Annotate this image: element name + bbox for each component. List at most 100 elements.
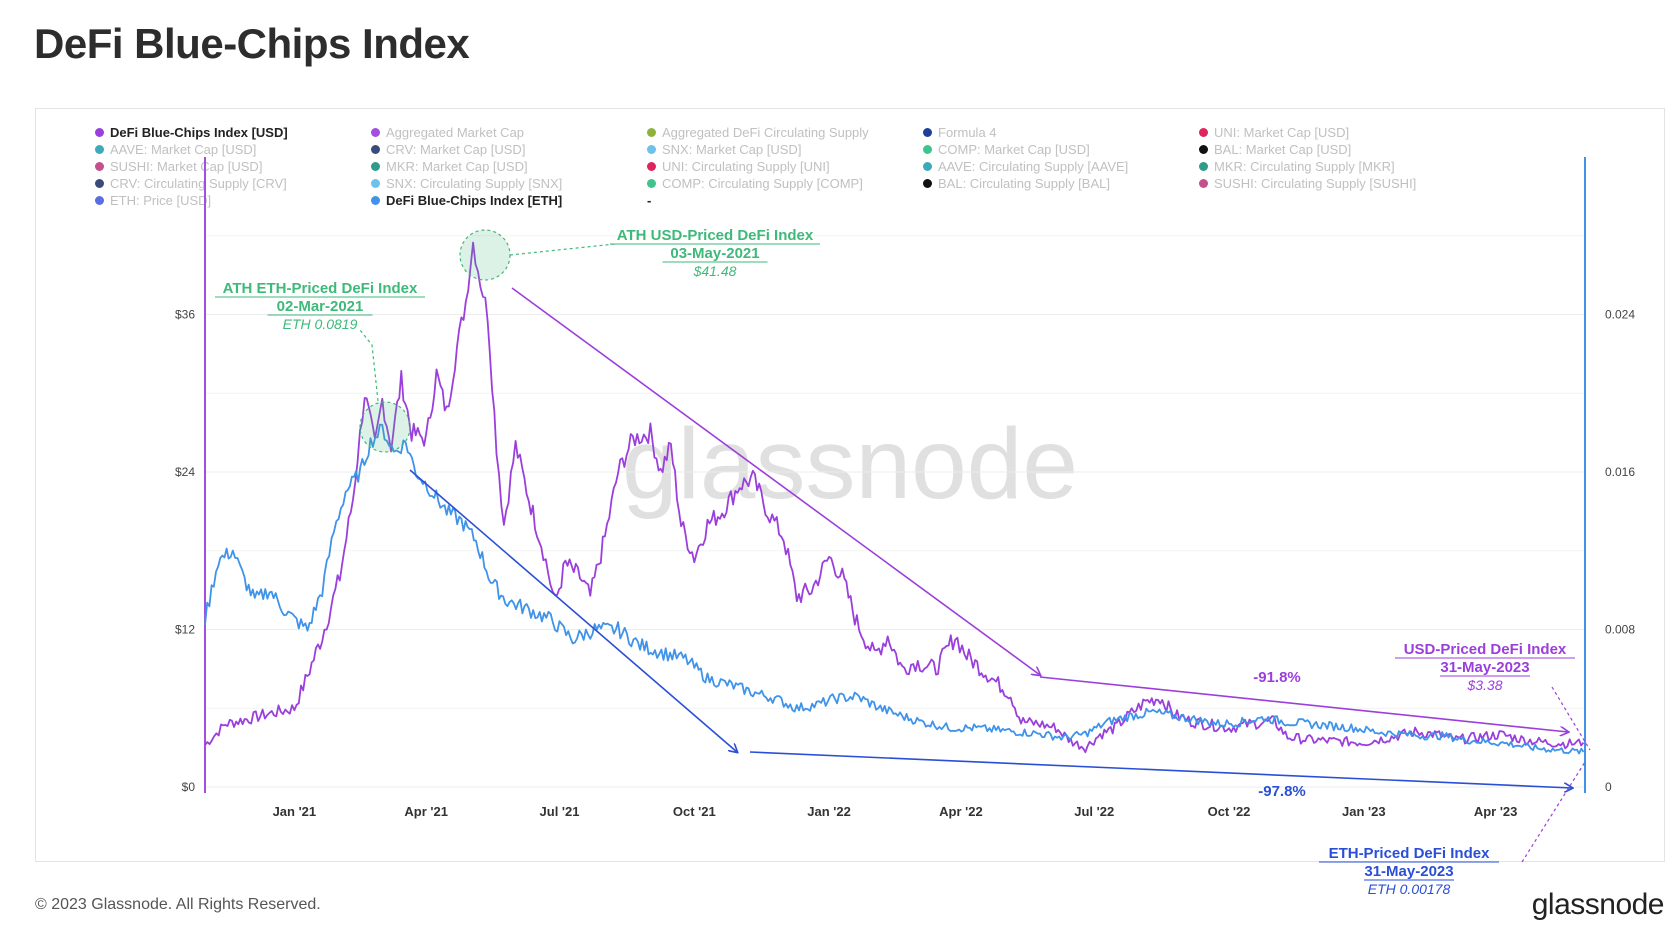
chart-grid bbox=[205, 235, 1585, 788]
trend-arrow-usd-down bbox=[511, 287, 1040, 675]
legend-item-label: SNX: Market Cap [USD] bbox=[662, 142, 802, 157]
legend-dot-icon bbox=[647, 145, 656, 154]
legend-item[interactable]: COMP: Circulating Supply [COMP] bbox=[647, 175, 863, 192]
legend-item-label: BAL: Market Cap [USD] bbox=[1214, 142, 1352, 157]
legend-dot-icon bbox=[95, 179, 104, 188]
chart-annotations: ATH ETH-Priced DeFi Index02-Mar-2021ETH … bbox=[215, 227, 1591, 897]
legend-dot-icon bbox=[1199, 128, 1208, 137]
legend-item[interactable]: ETH: Price [USD] bbox=[95, 192, 211, 209]
x-tick-label: Jan '22 bbox=[807, 804, 851, 819]
legend-item[interactable]: MKR: Circulating Supply [MKR] bbox=[1199, 158, 1395, 175]
legend-dot-icon bbox=[95, 196, 104, 205]
x-tick-label: Apr '23 bbox=[1474, 804, 1518, 819]
legend-item-label: DeFi Blue-Chips Index [ETH] bbox=[386, 193, 563, 208]
legend-dot-icon bbox=[1199, 162, 1208, 171]
x-tick-label: Oct '21 bbox=[673, 804, 716, 819]
legend-dot-icon bbox=[1199, 145, 1208, 154]
ath-usd-leader bbox=[509, 243, 616, 256]
ath-usd-marker bbox=[459, 229, 511, 281]
y-right-tick-label: 0.008 bbox=[1605, 623, 1635, 637]
ath-eth-leader bbox=[359, 329, 379, 402]
legend-item[interactable]: DeFi Blue-Chips Index [USD] bbox=[95, 124, 288, 141]
legend-dot-icon bbox=[923, 162, 932, 171]
page-title: DeFi Blue-Chips Index bbox=[34, 20, 470, 67]
legend-item[interactable]: SNX: Market Cap [USD] bbox=[647, 141, 801, 158]
legend-item[interactable]: BAL: Market Cap [USD] bbox=[1199, 141, 1351, 158]
legend-item[interactable]: DeFi Blue-Chips Index [ETH] bbox=[371, 192, 562, 209]
x-tick-label: Apr '21 bbox=[404, 804, 448, 819]
annotation-value: ETH 0.0819 bbox=[283, 316, 358, 332]
legend-item[interactable]: CRV: Market Cap [USD] bbox=[371, 141, 525, 158]
x-tick-label: Apr '22 bbox=[939, 804, 983, 819]
legend-item[interactable]: Formula 4 bbox=[923, 124, 997, 141]
y-left-tick-label: $12 bbox=[175, 623, 195, 637]
legend-dot-icon bbox=[647, 162, 656, 171]
legend-item-label: UNI: Market Cap [USD] bbox=[1214, 125, 1350, 140]
legend-item[interactable]: SNX: Circulating Supply [SNX] bbox=[371, 175, 562, 192]
legend-dot-icon bbox=[371, 162, 380, 171]
legend-item-label: CRV: Market Cap [USD] bbox=[386, 142, 526, 157]
annotation-date: 03-May-2021 bbox=[670, 245, 759, 262]
legend-item[interactable]: SUSHI: Market Cap [USD] bbox=[95, 158, 262, 175]
legend-item-label: CRV: Circulating Supply [CRV] bbox=[110, 176, 287, 191]
legend-item[interactable]: BAL: Circulating Supply [BAL] bbox=[923, 175, 1110, 192]
legend-dot-icon bbox=[95, 128, 104, 137]
legend-item[interactable]: AAVE: Circulating Supply [AAVE] bbox=[923, 158, 1128, 175]
legend-item[interactable]: Aggregated DeFi Circulating Supply bbox=[647, 124, 869, 141]
annotation-title: ATH USD-Priced DeFi Index bbox=[617, 227, 814, 244]
y-left-tick-label: $36 bbox=[175, 308, 195, 322]
legend-item-label: Aggregated Market Cap bbox=[386, 125, 525, 140]
legend-item-label: MKR: Market Cap [USD] bbox=[386, 159, 528, 174]
x-tick-label: Jan '23 bbox=[1342, 804, 1386, 819]
legend-dot-icon bbox=[923, 145, 932, 154]
usd-end-leader bbox=[1551, 686, 1591, 751]
annotation-date: 31-May-2023 bbox=[1364, 863, 1453, 880]
legend-item[interactable]: COMP: Market Cap [USD] bbox=[923, 141, 1090, 158]
legend-item[interactable]: SUSHI: Circulating Supply [SUSHI] bbox=[1199, 175, 1416, 192]
legend-dot-icon bbox=[95, 162, 104, 171]
legend-item-label: ETH: Price [USD] bbox=[110, 193, 212, 208]
legend-item-label: DeFi Blue-Chips Index [USD] bbox=[110, 125, 288, 140]
legend-dot-icon bbox=[923, 128, 932, 137]
ath-eth-marker bbox=[359, 401, 411, 453]
annotation-title: ATH ETH-Priced DeFi Index bbox=[223, 280, 418, 297]
glassnode-logo: glassnode bbox=[1531, 888, 1665, 921]
usd-change-label: -91.8% bbox=[1253, 669, 1301, 686]
legend-item-label: AAVE: Circulating Supply [AAVE] bbox=[938, 159, 1129, 174]
chart-card bbox=[35, 108, 1665, 862]
copyright-footer: © 2023 Glassnode. All Rights Reserved. bbox=[35, 896, 321, 913]
y-right-tick-label: 0.016 bbox=[1605, 465, 1635, 479]
legend-item-label: COMP: Circulating Supply [COMP] bbox=[662, 176, 863, 191]
legend-item-label: SNX: Circulating Supply [SNX] bbox=[386, 176, 563, 191]
legend-item[interactable]: AAVE: Market Cap [USD] bbox=[95, 141, 256, 158]
y-left-tick-label: $0 bbox=[182, 780, 196, 794]
x-tick-label: Jul '21 bbox=[540, 804, 580, 819]
legend-item[interactable]: Aggregated Market Cap bbox=[371, 124, 524, 141]
series-line-usd bbox=[204, 241, 1585, 754]
eth-end-leader bbox=[1521, 761, 1586, 863]
annotation-value: $3.38 bbox=[1466, 677, 1502, 693]
legend-item[interactable]: UNI: Market Cap [USD] bbox=[1199, 124, 1349, 141]
x-tick-label: Jan '21 bbox=[273, 804, 317, 819]
y-right-tick-label: 0.024 bbox=[1605, 308, 1635, 322]
legend-dot-icon bbox=[95, 145, 104, 154]
legend-dot-icon bbox=[371, 128, 380, 137]
legend-dot-icon bbox=[371, 196, 380, 205]
legend-item[interactable]: MKR: Market Cap [USD] bbox=[371, 158, 528, 175]
legend-item-label: UNI: Circulating Supply [UNI] bbox=[662, 159, 830, 174]
legend-item[interactable]: - bbox=[647, 192, 651, 209]
legend-item[interactable]: UNI: Circulating Supply [UNI] bbox=[647, 158, 830, 175]
legend-dot-icon bbox=[923, 179, 932, 188]
legend-item[interactable]: CRV: Circulating Supply [CRV] bbox=[95, 175, 287, 192]
legend-dot-icon bbox=[647, 179, 656, 188]
eth-change-label: -97.8% bbox=[1258, 783, 1306, 800]
y-right-tick-label: 0 bbox=[1605, 780, 1612, 794]
annotation-value: $41.48 bbox=[693, 263, 737, 279]
chart-axes: $0 $12 $24 $36 0 0.008 0.016 0.024 Jan '21 Apr '2… bbox=[175, 157, 1635, 819]
trend-arrow-eth-flat bbox=[749, 751, 1572, 788]
legend-item-label: AAVE: Market Cap [USD] bbox=[110, 142, 257, 157]
legend-dot-icon bbox=[371, 145, 380, 154]
annotation-title: ETH-Priced DeFi Index bbox=[1329, 845, 1491, 862]
annotation-title: USD-Priced DeFi Index bbox=[1404, 641, 1567, 658]
annotation-value: ETH 0.00178 bbox=[1368, 881, 1451, 897]
